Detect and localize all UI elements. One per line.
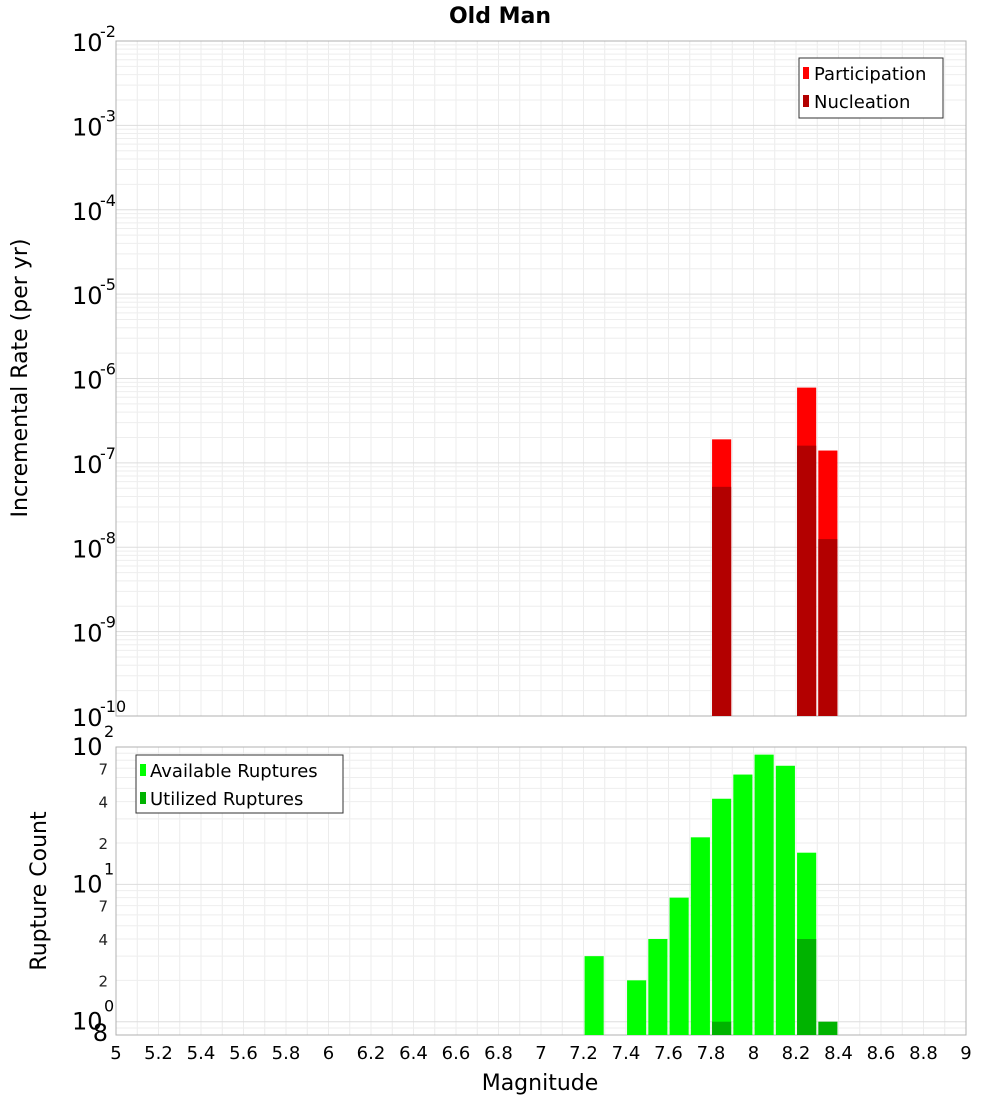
top-legend: Participation Nucleation	[798, 57, 944, 119]
y-tick-label-exponent: -8	[100, 528, 116, 547]
x-tick-label: 8.8	[909, 1043, 938, 1064]
legend-available-swatch	[140, 764, 146, 776]
x-tick-label: 6.8	[484, 1043, 513, 1064]
y-tick-label-base: 10	[72, 620, 103, 648]
x-tick-label: 7.6	[654, 1043, 683, 1064]
y-tick-label-base: 10	[72, 451, 103, 479]
bar-nucleation	[797, 445, 817, 716]
legend-nucleation-swatch	[803, 95, 809, 107]
x-tick-label: 6.4	[399, 1043, 428, 1064]
legend-utilized-label: Utilized Ruptures	[150, 789, 303, 810]
x-tick-label: 7.2	[569, 1043, 598, 1064]
legend-nucleation-label: Nucleation	[814, 92, 910, 113]
y-tick-label-exponent: -9	[100, 613, 116, 632]
bar-utilized-ruptures	[797, 939, 817, 1035]
y-tick-label-base: 10	[72, 870, 103, 898]
legend-utilized-swatch	[140, 792, 146, 804]
y-tick-label-exponent: -5	[100, 275, 116, 294]
y-tick-label-exponent: -3	[100, 106, 116, 125]
y-tick-label-exponent: -10	[100, 697, 126, 716]
y-tick-label-exponent: 1	[104, 859, 114, 878]
y-tick-label-minor: 8	[93, 1019, 108, 1047]
y-tick-label-base: 10	[72, 113, 103, 141]
bar-nucleation	[818, 539, 838, 716]
top-legend-box	[798, 57, 944, 119]
y-tick-label-minor: 4	[98, 931, 108, 949]
bar-available-ruptures	[669, 897, 689, 1035]
x-ticks: 5 5.2 5.4 5.6 5.8 6 6.2 6.4 6.6 6.8 7 7.2 7.4 7.6 7.8 8…	[110, 1043, 971, 1064]
bar-available-ruptures	[775, 765, 795, 1035]
legend-available-label: Available Ruptures	[150, 761, 318, 782]
bar-available-ruptures	[733, 774, 753, 1035]
x-tick-label: 6.2	[357, 1043, 386, 1064]
x-tick-label: 7.8	[697, 1043, 726, 1064]
top-plot-frame	[115, 40, 967, 717]
bar-utilized-ruptures	[818, 1021, 838, 1035]
x-axis-label: Magnitude	[482, 1071, 599, 1096]
y-tick-label-exponent: -2	[100, 22, 116, 41]
y-tick-label-minor: 4	[98, 794, 108, 812]
x-tick-label: 7.4	[612, 1043, 641, 1064]
y-tick-label-exponent: -4	[100, 191, 116, 210]
bottom-legend-box	[135, 754, 344, 814]
bottom-y-axis-label: Rupture Count	[27, 811, 52, 971]
x-tick-label: 5.2	[144, 1043, 173, 1064]
x-tick-label: 6	[323, 1043, 334, 1064]
y-tick-label-exponent: 2	[104, 722, 114, 741]
bar-nucleation	[712, 486, 732, 716]
bar-available-ruptures	[712, 798, 732, 1035]
chart-title: Old Man	[449, 4, 551, 29]
y-tick-label-minor: 7	[98, 898, 108, 916]
x-tick-label: 8.6	[867, 1043, 896, 1064]
top-bars	[712, 387, 838, 716]
y-tick-label-base: 10	[72, 704, 103, 732]
y-tick-label-base: 10	[72, 282, 103, 310]
x-tick-label: 7	[535, 1043, 546, 1064]
bar-available-ruptures	[754, 754, 774, 1035]
bottom-plot-frame	[115, 746, 967, 1036]
top-grid	[115, 41, 967, 717]
y-tick-label-minor: 7	[98, 760, 108, 778]
x-tick-label: 8	[748, 1043, 759, 1064]
bottom-legend: Available Ruptures Utilized Ruptures	[135, 754, 344, 814]
y-tick-label-minor: 2	[98, 972, 108, 990]
y-tick-label-base: 10	[72, 29, 103, 57]
bar-utilized-ruptures	[712, 1021, 732, 1035]
y-tick-label-base: 10	[72, 367, 103, 395]
y-tick-label-base: 10	[72, 198, 103, 226]
y-tick-label-base: 10	[72, 1008, 103, 1036]
x-tick-label: 5.6	[229, 1043, 258, 1064]
x-tick-label: 8.4	[824, 1043, 853, 1064]
x-tick-label: 6.6	[442, 1043, 471, 1064]
bar-available-ruptures	[584, 956, 604, 1035]
legend-participation-swatch	[803, 67, 809, 79]
y-tick-label-exponent: -7	[100, 444, 116, 463]
legend-participation-label: Participation	[814, 64, 926, 85]
y-tick-label-base: 10	[72, 733, 103, 761]
bar-available-ruptures	[690, 837, 710, 1035]
bar-available-ruptures	[627, 980, 647, 1035]
top-y-axis-label: Incremental Rate (per yr)	[8, 239, 33, 518]
x-tick-label: 5.4	[187, 1043, 216, 1064]
bottom-bars	[584, 754, 838, 1035]
x-tick-label: 5.8	[272, 1043, 301, 1064]
y-tick-label-exponent: -6	[100, 360, 116, 379]
x-tick-label: 9	[960, 1043, 971, 1064]
x-tick-label: 8.2	[782, 1043, 811, 1064]
x-tick-label: 5	[110, 1043, 121, 1064]
bar-available-ruptures	[648, 939, 668, 1035]
y-tick-label-minor: 2	[98, 835, 108, 853]
y-tick-label-exponent: 0	[104, 997, 114, 1016]
y-tick-label-base: 10	[72, 535, 103, 563]
